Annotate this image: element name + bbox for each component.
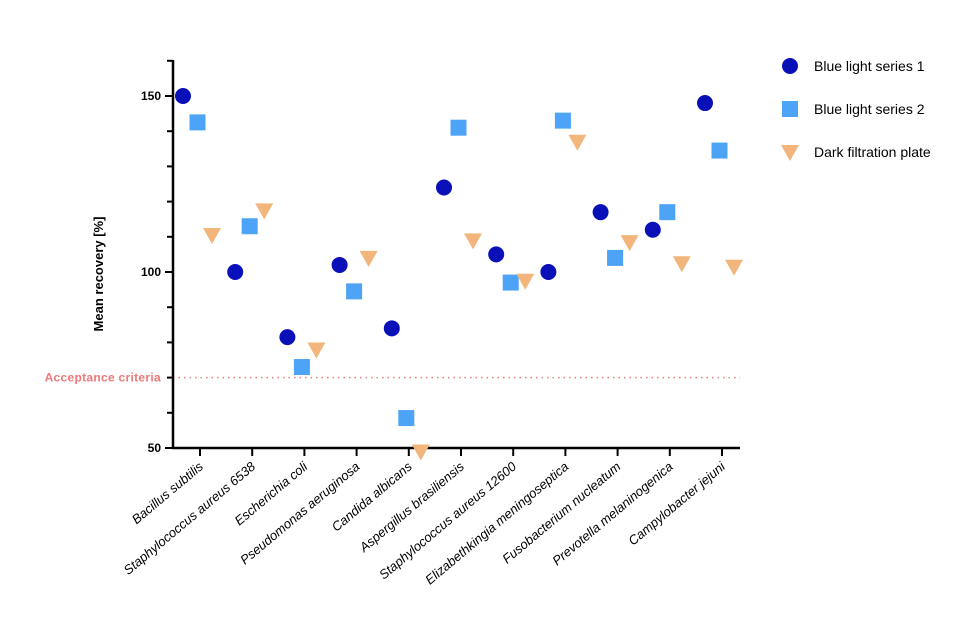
data-point xyxy=(450,119,467,136)
data-point xyxy=(241,218,258,235)
data-point xyxy=(725,259,743,276)
data-point xyxy=(502,274,519,291)
y-tick-label: 100 xyxy=(141,265,161,279)
data-point xyxy=(359,250,378,267)
y-ticks: 50 100 150 xyxy=(141,59,173,455)
acceptance-criteria: Acceptance criteria xyxy=(45,371,740,385)
data-point xyxy=(488,246,505,263)
data-point xyxy=(203,228,221,245)
data-point xyxy=(607,249,624,266)
legend-marker xyxy=(781,145,799,161)
legend-label: Dark filtration plate xyxy=(814,144,931,160)
y-tick-label: 50 xyxy=(148,441,162,455)
y-axis-label: Mean recovery [%] xyxy=(91,217,106,332)
y-tick-label: 150 xyxy=(141,89,161,103)
data-point xyxy=(293,359,310,376)
data-point xyxy=(398,410,415,427)
acceptance-criteria-label: Acceptance criteria xyxy=(45,371,161,385)
data-point xyxy=(568,134,587,151)
data-point xyxy=(331,256,348,273)
series-2 xyxy=(189,112,728,427)
data-point xyxy=(711,142,728,159)
data-point xyxy=(644,221,661,238)
series-1 xyxy=(175,88,713,346)
data-point xyxy=(307,342,326,359)
data-point xyxy=(436,179,452,196)
series-3 xyxy=(203,134,743,461)
x-tick-label: Campylobacter jejuni xyxy=(625,458,728,548)
legend-marker xyxy=(782,58,798,74)
data-point xyxy=(383,320,400,337)
data-point xyxy=(659,204,676,221)
data-points xyxy=(175,88,743,461)
data-point xyxy=(227,264,244,280)
data-point xyxy=(697,95,713,112)
data-point xyxy=(279,329,296,346)
data-point xyxy=(464,233,482,250)
data-point xyxy=(175,88,191,104)
data-point xyxy=(672,256,691,273)
data-point xyxy=(411,444,430,461)
axes xyxy=(171,60,740,450)
data-point xyxy=(516,273,535,290)
data-point xyxy=(255,203,274,220)
data-point xyxy=(592,204,609,221)
data-point xyxy=(620,235,639,252)
data-point xyxy=(540,264,557,280)
legend-label: Blue light series 1 xyxy=(814,58,925,74)
data-point xyxy=(189,114,206,131)
data-point xyxy=(346,283,363,300)
legend-marker xyxy=(782,101,798,117)
legend: Blue light series 1 Blue light series 2 Da… xyxy=(781,58,931,161)
data-point xyxy=(554,112,571,129)
legend-label: Blue light series 2 xyxy=(814,101,925,117)
